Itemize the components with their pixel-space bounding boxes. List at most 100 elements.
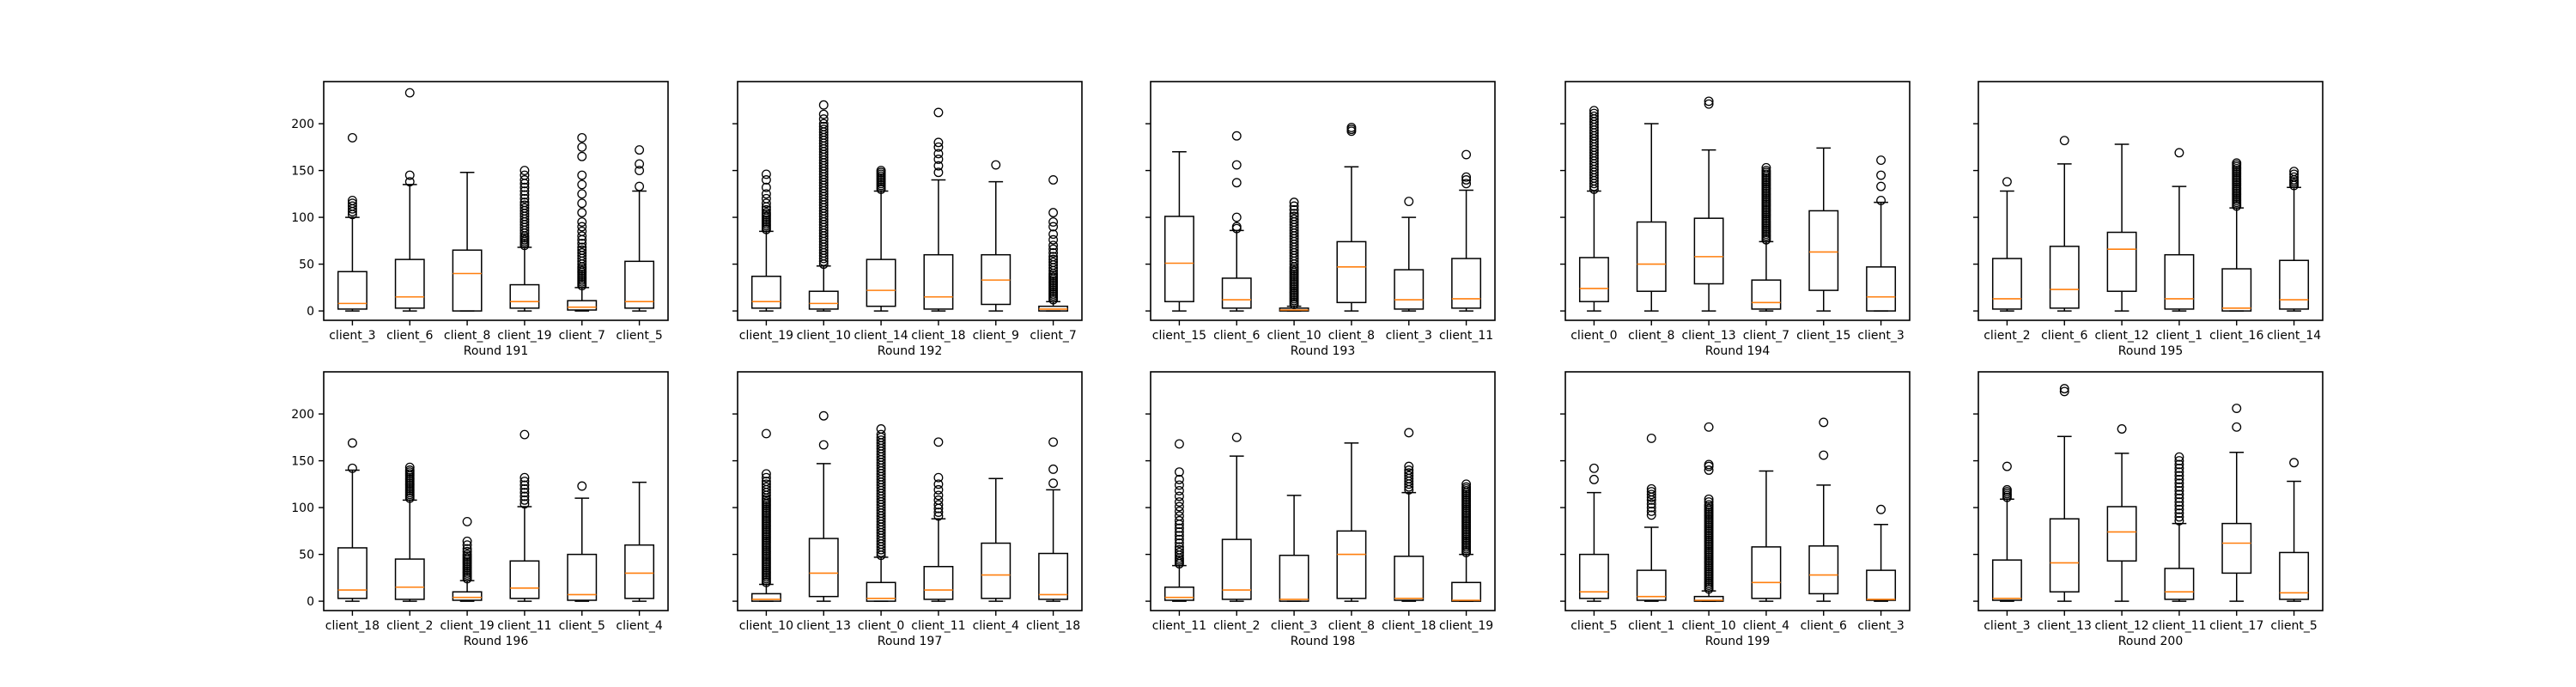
outlier-point [462,540,472,550]
outlier-point [2174,489,2184,500]
x-tick-label: client_3 [1857,619,1904,633]
outlier-point [1704,99,1714,109]
outlier-point [1048,217,1059,227]
box-client_6 [394,88,425,312]
box-client_3 [1279,495,1309,602]
outlier-point [761,208,771,218]
outlier-point [1174,480,1184,490]
outlier-point [1589,111,1599,121]
axes-frame [1564,371,1911,611]
outlier-point [1876,155,1886,166]
box-client_8 [452,171,483,312]
outlier-point [1048,244,1059,254]
outlier-point [818,440,829,450]
x-tick-label: client_12 [2094,329,2148,343]
outlier-point [1704,459,1714,470]
outlier-point [933,500,944,510]
x-tick-label: client_7 [1030,329,1076,343]
outlier-point [2174,148,2184,158]
iqr-box [808,538,839,598]
panel-3: client_15 client_6 client_10 client_8 client… [1145,81,1496,358]
box-client_3 [1866,504,1897,602]
outlier-point [1048,240,1059,251]
outlier-point [635,166,645,176]
outlier-point [519,472,530,483]
outlier-point [577,242,587,252]
outlier-point [1646,487,1656,496]
outlier-point [1704,500,1714,510]
box-client_0 [1578,106,1609,312]
outlier-point [1646,483,1656,494]
outlier-point [1048,478,1059,489]
outlier-point [1048,254,1059,264]
outlier-point [1174,542,1184,552]
round-label: Round 200 [2118,635,2183,648]
iqr-box [1991,258,2022,310]
outlier-point [761,469,771,479]
outlier-point [1876,196,1886,205]
y-tick-label: 50 [299,549,314,562]
outlier-point [2059,386,2069,397]
iqr-box [2049,518,2080,593]
outlier-point [1174,534,1184,544]
outlier-point [462,536,472,546]
box-client_9 [981,160,1012,312]
iqr-box [1394,269,1425,310]
outlier-point [635,145,645,155]
y-tick-label: 150 [291,165,314,179]
x-tick-label: client_7 [559,329,605,343]
iqr-box [1866,266,1897,312]
outlier-point [1876,170,1886,180]
box-client_19 [1451,479,1482,602]
box-client_5 [2279,458,2310,602]
outlier-point [519,170,530,180]
outlier-point [933,149,944,159]
iqr-box [1336,530,1367,599]
x-tick-label: client_13 [2038,619,2092,633]
x-tick-label: client_5 [2270,619,2317,633]
outlier-point [761,198,771,209]
axes-frame [323,371,669,611]
outlier-point [933,137,944,148]
iqr-box [808,290,839,310]
outlier-point [1231,222,1242,232]
panel-4: client_0 client_8 client_13 client_7 client_… [1560,81,1911,358]
box-client_0 [866,424,896,602]
outlier-point [2289,172,2300,182]
iqr-box [923,566,954,600]
outlier-point [2289,167,2300,177]
iqr-box [1394,556,1425,601]
x-tick-label: client_19 [497,329,551,343]
outlier-point [347,196,357,205]
x-tick-label: client_7 [1743,329,1789,343]
x-tick-label: client_12 [2094,619,2148,633]
round-label: Round 194 [1705,344,1771,358]
outlier-point [1346,125,1357,135]
x-tick-label: client_18 [325,619,380,633]
iqr-box [337,547,368,599]
outlier-point [1048,175,1059,185]
outlier-point [933,484,944,495]
outlier-point [519,483,530,494]
x-tick-label: client_6 [386,329,433,343]
outlier-point [761,204,771,215]
outlier-point [2002,177,2012,187]
box-client_15 [1808,147,1839,312]
outlier-point [1704,497,1714,507]
box-client_13 [2049,384,2080,602]
outlier-point [2002,461,2012,471]
x-tick-label: client_5 [1571,619,1617,633]
iqr-box [452,249,483,312]
outlier-point [1404,461,1414,471]
outlier-point [1048,257,1059,267]
outlier-point [2002,484,2012,495]
box-client_18 [337,438,368,602]
outlier-point [519,488,530,498]
outlier-point [761,479,771,489]
outlier-point [2232,422,2242,432]
outlier-point [2174,504,2184,514]
x-tick-label: client_6 [2041,329,2087,343]
x-tick-label: client_6 [1801,619,1847,633]
outlier-point [2174,486,2184,495]
